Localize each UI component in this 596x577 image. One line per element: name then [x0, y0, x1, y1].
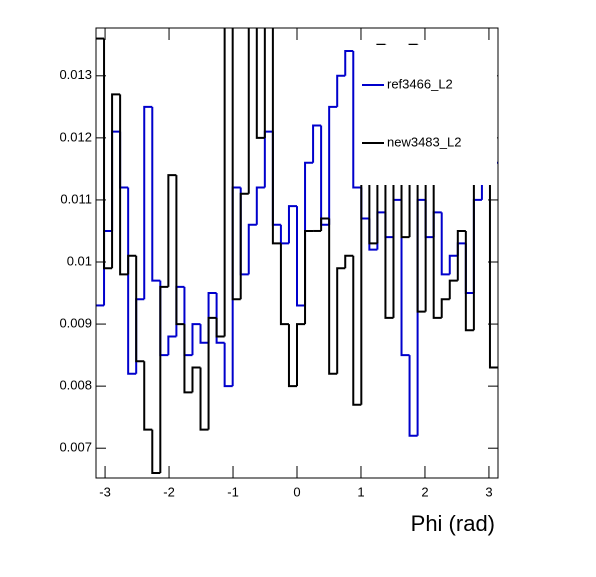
histogram-step: [408, 355, 418, 437]
histogram-step: [440, 212, 450, 276]
y-tick-label: 0.012: [59, 129, 92, 144]
histogram-step: [127, 254, 137, 275]
histogram-step: [111, 93, 121, 269]
histogram-step: [223, 28, 226, 337]
histogram-step: [239, 192, 249, 300]
histogram-step: [312, 124, 322, 163]
histogram-step: [199, 367, 209, 431]
histogram-step: [432, 181, 442, 319]
x-tick-label: -3: [99, 484, 111, 499]
histogram-step: [328, 218, 338, 375]
histogram-step: [247, 28, 250, 194]
legend-label: new3483_L2: [387, 134, 461, 149]
y-tick-label: 0.01: [67, 253, 92, 268]
histogram-step: [255, 28, 265, 139]
histogram-step: [336, 74, 346, 107]
histogram-step: [119, 94, 129, 276]
histogram-step: [167, 174, 177, 287]
histogram-step: [279, 243, 289, 326]
histogram-step: [440, 298, 450, 318]
histogram-step: [296, 323, 306, 387]
x-tick-label: -2: [163, 484, 175, 499]
histogram-step: [296, 206, 306, 307]
x-tick-label: 0: [293, 484, 300, 499]
histogram-step: [199, 324, 209, 344]
histogram-step: [456, 229, 466, 281]
x-axis-label: Phi (rad): [411, 511, 495, 536]
histogram-step: [223, 342, 233, 388]
histogram-step: [231, 28, 241, 301]
histogram-step: [344, 49, 354, 76]
histogram-step: [151, 429, 161, 475]
histogram-step: [151, 106, 161, 282]
histogram-step: [287, 324, 297, 388]
y-tick-label: 0.007: [59, 440, 92, 455]
histogram-step: [287, 205, 297, 244]
x-tick-label: 2: [421, 484, 428, 499]
legend-label: ref3466_L2: [387, 76, 453, 91]
histogram-step: [191, 366, 201, 393]
histogram-step: [464, 230, 474, 332]
x-tick-label: -1: [227, 484, 239, 499]
histogram-step: [191, 323, 201, 356]
histogram-step: [103, 38, 113, 270]
histogram-step: [352, 50, 362, 189]
histogram-step: [143, 105, 153, 300]
histogram-step: [352, 255, 362, 406]
x-tick-label: 3: [485, 484, 492, 499]
histogram-step: [304, 229, 314, 325]
x-tick-label: 1: [357, 484, 364, 499]
histogram-step: [215, 293, 225, 344]
y-tick-label: 0.009: [59, 316, 92, 331]
y-tick-label: 0.013: [59, 67, 92, 82]
histogram-step: [159, 285, 169, 474]
histogram-step: [263, 28, 266, 138]
histogram-step: [175, 175, 185, 326]
histogram-step: [279, 224, 289, 245]
histogram-step: [143, 361, 153, 431]
histogram-step: [448, 279, 458, 300]
histogram-step: [247, 223, 257, 275]
histogram-step: [336, 267, 346, 374]
histogram-step: [183, 324, 193, 394]
histogram-step: [207, 316, 217, 430]
histogram-step: [271, 28, 281, 245]
histogram-step: [400, 199, 410, 357]
plot-area: [96, 28, 498, 475]
y-tick-label: 0.008: [59, 378, 92, 393]
histogram-step: [320, 217, 330, 231]
histogram-step: [215, 317, 225, 338]
histogram-step: [255, 186, 265, 225]
histogram-step: [344, 254, 354, 269]
histogram-step: [328, 105, 338, 225]
histogram-step: [127, 187, 137, 375]
histogram-step: [167, 335, 177, 356]
histogram-step: [135, 255, 145, 363]
histogram-step: [448, 254, 458, 275]
y-tick-label: 0.011: [60, 191, 92, 206]
legend-box: [357, 45, 497, 185]
